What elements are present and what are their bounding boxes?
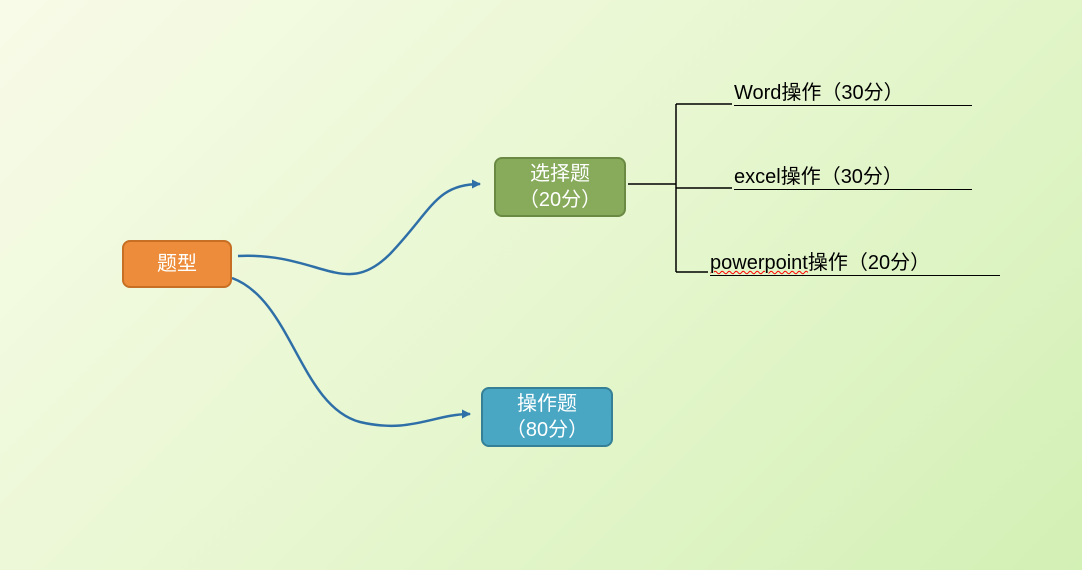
leaf-ppt-suffix: 操作（20分） bbox=[808, 252, 930, 274]
leaf-excel-text: excel操作（30分） bbox=[734, 166, 903, 188]
diagram-canvas: 题型 选择题 （20分） 操作题 （80分） Word操作（30分） excel… bbox=[0, 0, 1082, 570]
leaf-word-text: Word操作（30分） bbox=[734, 82, 904, 104]
node-choice-label: 选择题 （20分） bbox=[519, 161, 601, 213]
leaf-ppt: powerpoint操作（20分） bbox=[710, 246, 1000, 276]
node-operation: 操作题 （80分） bbox=[481, 387, 613, 447]
node-choice: 选择题 （20分） bbox=[494, 157, 626, 217]
node-root-label: 题型 bbox=[157, 251, 197, 277]
node-operation-label: 操作题 （80分） bbox=[506, 391, 588, 443]
node-root: 题型 bbox=[122, 240, 232, 288]
leaf-ppt-prefix: powerpoint bbox=[710, 252, 808, 274]
leaf-word: Word操作（30分） bbox=[734, 76, 972, 106]
leaf-excel: excel操作（30分） bbox=[734, 160, 972, 190]
